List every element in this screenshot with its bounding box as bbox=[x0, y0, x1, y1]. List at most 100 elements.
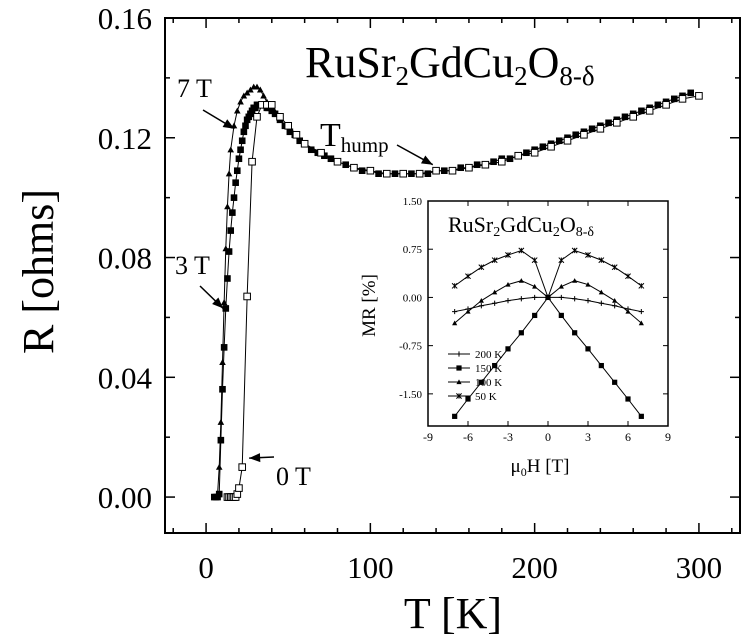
data-point-3t bbox=[286, 128, 294, 136]
data-point-0t bbox=[333, 157, 342, 166]
data-point-3t bbox=[215, 490, 223, 498]
inset-x-tick-label: 3 bbox=[585, 430, 591, 444]
inset-data-point-100k bbox=[612, 298, 618, 303]
data-point-3t bbox=[230, 194, 238, 201]
data-point-0t bbox=[563, 136, 572, 145]
data-point-3t bbox=[638, 107, 645, 115]
y-tick-label: 0.04 bbox=[98, 360, 153, 395]
arrow-thump-head bbox=[420, 155, 433, 165]
data-point-7t bbox=[240, 92, 248, 99]
inset-data-point-200k bbox=[532, 294, 538, 301]
legend-label-200k: 200 K bbox=[475, 349, 502, 361]
data-point-0t bbox=[662, 101, 670, 109]
data-point-3t bbox=[327, 155, 335, 163]
inset-x-tick-label: -3 bbox=[503, 430, 513, 444]
inset-y-tick-label: 0.75 bbox=[403, 244, 423, 256]
data-point-3t bbox=[523, 149, 530, 157]
inset-data-point-100k bbox=[452, 320, 458, 326]
data-point-0t bbox=[248, 157, 256, 166]
inset-data-point-100k bbox=[625, 308, 631, 314]
legend-marker-50k bbox=[456, 393, 462, 399]
inset-x-axis-title: μ0H [T] bbox=[511, 456, 570, 479]
data-point-0t bbox=[432, 166, 440, 175]
inset-data-point-150k bbox=[585, 346, 591, 352]
inset-data-point-200k bbox=[558, 294, 564, 301]
inset-data-point-200k bbox=[638, 308, 644, 315]
data-point-3t bbox=[242, 122, 249, 130]
inset-data-point-50k bbox=[585, 252, 591, 258]
inset-data-point-200k bbox=[452, 308, 458, 315]
inset-data-point-150k bbox=[505, 346, 511, 352]
data-point-3t bbox=[271, 110, 279, 118]
inset-data-point-150k bbox=[465, 396, 471, 402]
inset-data-point-200k bbox=[478, 303, 484, 309]
data-point-0t bbox=[243, 292, 251, 301]
data-point-0t bbox=[276, 113, 284, 121]
inset-data-point-100k bbox=[465, 308, 471, 314]
data-point-7t bbox=[237, 98, 244, 105]
data-point-0t bbox=[399, 169, 408, 178]
data-point-3t bbox=[670, 95, 678, 103]
data-point-0t bbox=[580, 130, 588, 139]
x-tick-label: 100 bbox=[347, 550, 394, 585]
arrow-3t-head bbox=[212, 297, 224, 309]
legend-marker-200k bbox=[456, 351, 462, 357]
data-point-3t bbox=[473, 161, 481, 169]
data-point-3t bbox=[307, 146, 315, 154]
inset-data-point-50k bbox=[558, 257, 565, 264]
annotation-7t: 7 T bbox=[177, 74, 212, 103]
data-point-3t bbox=[572, 131, 580, 139]
inset-data-point-100k bbox=[585, 281, 591, 287]
data-point-7t bbox=[227, 146, 235, 153]
inset-y-tick-label: -0.75 bbox=[399, 341, 422, 353]
inset-data-point-50k bbox=[571, 247, 578, 254]
inset-data-point-150k bbox=[518, 330, 524, 336]
data-point-3t bbox=[237, 146, 244, 154]
arrow-0t-head bbox=[249, 453, 261, 463]
data-point-0t bbox=[292, 130, 301, 139]
data-point-3t bbox=[235, 155, 243, 163]
legend-label-100k: 100 K bbox=[475, 377, 502, 389]
inset-data-point-50k bbox=[491, 257, 498, 264]
data-point-3t bbox=[225, 248, 233, 255]
data-point-0t bbox=[695, 92, 703, 100]
main-plot-area: 0 100 200 300 0.00 0.04 0.08 0.12 0.16 T [K] R [oh… bbox=[14, 1, 740, 636]
inset-data-point-200k bbox=[598, 300, 604, 306]
data-point-0t bbox=[481, 160, 490, 169]
inset-data-point-150k bbox=[572, 330, 578, 336]
y-tick-label: 0.16 bbox=[98, 1, 152, 36]
data-point-3t bbox=[539, 143, 547, 151]
data-point-0t bbox=[497, 157, 506, 166]
data-point-3t bbox=[240, 128, 248, 136]
data-point-7t bbox=[219, 359, 226, 365]
data-point-3t bbox=[217, 436, 225, 444]
inset-data-point-200k bbox=[505, 298, 511, 304]
y-tick-label: 0.08 bbox=[98, 241, 152, 276]
data-point-7t bbox=[243, 89, 251, 96]
data-point-3t bbox=[296, 137, 304, 145]
arrow-7t-head bbox=[222, 119, 235, 129]
data-point-3t bbox=[621, 113, 629, 121]
data-point-7t bbox=[260, 92, 267, 99]
inset-data-point-100k bbox=[505, 281, 511, 287]
inset-data-point-150k bbox=[598, 362, 604, 369]
data-point-3t bbox=[233, 167, 241, 175]
inset-y-tick-label: -1.50 bbox=[399, 389, 422, 401]
inset-y-tick-label: 1.50 bbox=[403, 196, 423, 208]
inset-data-point-50k bbox=[478, 264, 485, 271]
legend-label-50k: 50 K bbox=[475, 391, 497, 403]
legend-label-150k: 150 K bbox=[475, 363, 502, 375]
inset-x-tick-label: 6 bbox=[625, 430, 631, 444]
x-tick-label: 0 bbox=[198, 550, 214, 585]
inset-data-point-50k bbox=[518, 247, 525, 254]
data-point-7t bbox=[256, 86, 264, 93]
annotation-0t: 0 T bbox=[276, 462, 311, 491]
inset-data-point-50k bbox=[451, 282, 458, 289]
inset-data-point-50k bbox=[465, 273, 471, 280]
data-point-0t bbox=[547, 142, 555, 151]
inset-y-tick-label: 0.00 bbox=[403, 292, 423, 304]
data-point-0t bbox=[366, 166, 375, 175]
inset-data-point-50k bbox=[638, 282, 645, 289]
data-point-3t bbox=[424, 170, 432, 177]
